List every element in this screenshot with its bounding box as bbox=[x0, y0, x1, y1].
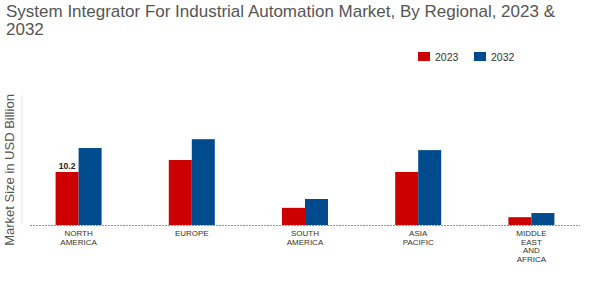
y-axis-label: Market Size in USD Billion bbox=[2, 94, 17, 246]
legend-label: 2023 bbox=[435, 51, 459, 63]
x-tick-label-line: AMERICA bbox=[60, 238, 97, 247]
x-tick-label-line: AFRICA bbox=[517, 255, 547, 264]
chart-title: System Integrator For Industrial Automat… bbox=[6, 3, 576, 39]
bar bbox=[305, 199, 328, 225]
bar bbox=[418, 150, 441, 225]
bar bbox=[79, 148, 102, 225]
bar bbox=[508, 217, 531, 225]
x-tick-label: EUROPE bbox=[175, 229, 209, 238]
legend-swatch bbox=[474, 52, 486, 61]
x-tick-label: MIDDLEEASTANDAFRICA bbox=[516, 229, 546, 264]
y-axis-line bbox=[22, 95, 23, 225]
x-tick-label: ASIAPACIFIC bbox=[403, 229, 434, 247]
x-tick-label: SOUTHAMERICA bbox=[287, 229, 324, 247]
bar bbox=[56, 172, 79, 225]
bar bbox=[282, 208, 305, 225]
x-axis-line bbox=[30, 225, 580, 226]
data-labels: 10.2 bbox=[59, 161, 76, 171]
legend-swatch bbox=[418, 52, 430, 61]
chart-svg: Market Size in USD Billion 10.2 NORTHAMERI… bbox=[0, 0, 600, 300]
x-tick-label: NORTHAMERICA bbox=[60, 229, 97, 247]
bars bbox=[56, 139, 555, 225]
bar bbox=[531, 213, 554, 225]
bar bbox=[395, 172, 418, 225]
data-label: 10.2 bbox=[59, 161, 76, 171]
chart-root: System Integrator For Industrial Automat… bbox=[0, 0, 600, 300]
x-tick-label-line: EUROPE bbox=[175, 229, 209, 238]
bar bbox=[169, 160, 192, 225]
x-tick-label-line: PACIFIC bbox=[403, 238, 434, 247]
legend-label: 2032 bbox=[491, 51, 515, 63]
bar bbox=[192, 139, 215, 225]
x-tick-label-line: AMERICA bbox=[287, 238, 324, 247]
